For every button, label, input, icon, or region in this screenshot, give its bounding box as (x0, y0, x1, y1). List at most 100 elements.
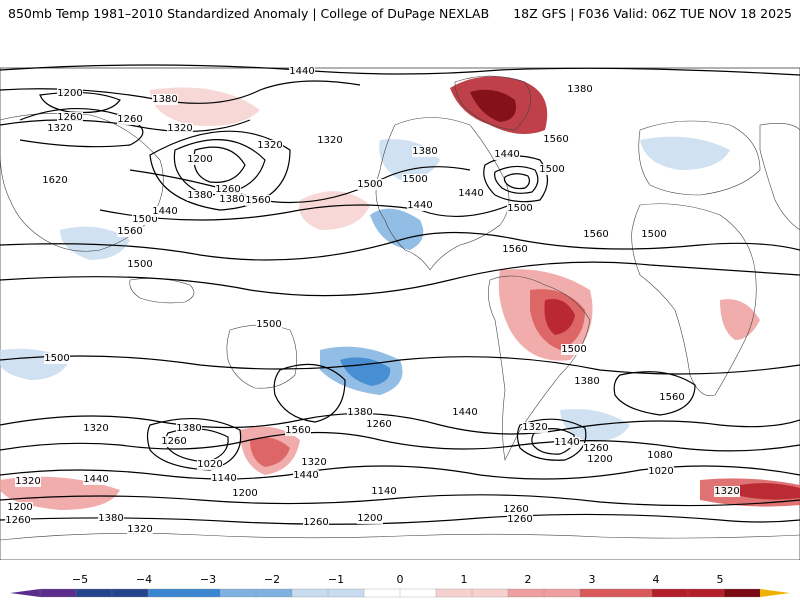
contour-label: 1200 (357, 513, 382, 524)
contour-label: 1200 (232, 488, 257, 499)
contour-label: 1320 (522, 422, 547, 433)
contour-label-bg (357, 179, 383, 190)
colorbar-tick-label: −1 (328, 573, 344, 586)
model-run-info: 18Z GFS | F036 Valid: 06Z TUE NOV 18 202… (513, 6, 792, 21)
contour-label: 1440 (293, 470, 318, 481)
contour-label: 1560 (583, 229, 608, 240)
colorbar-segment (579, 588, 617, 598)
contour-label: 1440 (458, 188, 483, 199)
contour-label-bg (554, 437, 580, 448)
contour-label: 1020 (197, 459, 222, 470)
colorbar-tick-label: −4 (136, 573, 152, 586)
contour-label: 1500 (402, 174, 427, 185)
contour-n-1200-b (193, 146, 246, 183)
contour-label-bg (303, 517, 329, 528)
contour-label: 1320 (167, 123, 192, 134)
contour-label: 1260 (583, 443, 608, 454)
contour-s-1380 (0, 431, 800, 452)
contour-label: 1560 (245, 195, 270, 206)
colorbar-segment (147, 588, 185, 598)
contour-label-bg (132, 214, 158, 225)
contour-label: 1260 (117, 114, 142, 125)
colorbar-ticks: −5 −4 −3 −2 −1 0 1 2 3 4 5 (72, 573, 724, 586)
contour-label: 1440 (152, 206, 177, 217)
contour-label: 1200 (57, 88, 82, 99)
colorbar-segment (687, 588, 725, 598)
contour-label-bg (289, 66, 315, 77)
colorbar-segment (651, 588, 689, 598)
contour-label: 1260 (161, 436, 186, 447)
contour-label: 1260 (303, 517, 328, 528)
contour-label: 1380 (152, 94, 177, 105)
colorbar-segment (507, 588, 545, 598)
contour-label-bg (257, 140, 283, 151)
contour-label: 1500 (357, 179, 382, 190)
contour-label-bg (561, 344, 587, 355)
contour-label-bg (187, 154, 213, 165)
contour-label-bg (7, 502, 33, 513)
colorbar-tick-label: −2 (264, 573, 280, 586)
contour-label: 1440 (407, 200, 432, 211)
contour-label-bg (197, 459, 223, 470)
colorbar-tick-label: 0 (397, 573, 404, 586)
contour-label-bg (539, 164, 565, 175)
anomaly-map[interactable]: 1440 1380 1320 1260 1200 1320 1260 1200 1260 1380… (0, 30, 800, 560)
colorbar-segment (291, 588, 329, 598)
colorbar-arrow-high (760, 589, 790, 597)
contour-label: 1560 (543, 134, 568, 145)
contour-label-bg (187, 190, 213, 201)
colorbar-segment (327, 588, 365, 598)
contour-label: 1560 (502, 244, 527, 255)
contour-n-1320-b (149, 130, 291, 211)
contour-label-bg (15, 476, 41, 487)
contour-label-bg (543, 134, 569, 145)
coast-north-america (375, 117, 510, 271)
colorbar-tick-label: 2 (525, 573, 532, 586)
colorbar-segment (615, 588, 653, 598)
contour-s-1440 (0, 412, 800, 435)
colorbar-tick-label: 5 (717, 573, 724, 586)
colorbar-segment (723, 588, 761, 598)
shade-cold-south-pacific-core (340, 357, 391, 386)
contour-s-1260 (0, 494, 800, 507)
contour-label-bg (583, 443, 609, 454)
shade-cold-europe (640, 136, 730, 170)
contour-label-bg (211, 473, 237, 484)
contour-label-bg (567, 84, 593, 95)
contour-label: 1380 (219, 194, 244, 205)
contour-label-bg (42, 175, 68, 186)
contour-label: 1200 (587, 454, 612, 465)
contour-label-bg (407, 200, 433, 211)
contour-n-1560 (0, 261, 800, 297)
contour-label: 1140 (554, 437, 579, 448)
contour-label-bg (357, 513, 383, 524)
coast-south-america (488, 275, 591, 461)
contour-label: 1380 (567, 84, 592, 95)
anomaly-colorbar: −5 −4 −3 −2 −1 0 1 2 3 4 5 (0, 565, 800, 600)
contour-label: 1320 (47, 123, 72, 134)
contour-label: 1380 (176, 423, 201, 434)
contour-label-bg (366, 419, 392, 430)
contour-label: 1560 (659, 392, 684, 403)
contour-s-1500 (0, 355, 800, 375)
colorbar-arrow-low (10, 589, 40, 597)
contour-labels: 1440138013201260120013201260120012601380… (5, 66, 740, 535)
contour-label-bg (232, 488, 258, 499)
contour-label: 1320 (83, 423, 108, 434)
contour-n-1500 (0, 231, 800, 261)
contour-label: 1560 (117, 226, 142, 237)
contour-label: 1560 (285, 425, 310, 436)
header-bar: 850mb Temp 1981–2010 Standardized Anomal… (0, 0, 800, 30)
contour-label-bg (522, 422, 548, 433)
map-background (0, 30, 800, 560)
colorbar-segment (543, 588, 581, 598)
colorbar-tick-label: 4 (653, 573, 660, 586)
contour-label: 1440 (289, 66, 314, 77)
contour-label-bg (57, 112, 83, 123)
contour-n-1440-b (99, 204, 511, 221)
contour-high-south-indian (613, 371, 696, 416)
contour-label-bg (659, 392, 685, 403)
contour-label: 1500 (641, 229, 666, 240)
contour-label-bg (402, 174, 428, 185)
shade-cold-north-america (370, 208, 424, 250)
